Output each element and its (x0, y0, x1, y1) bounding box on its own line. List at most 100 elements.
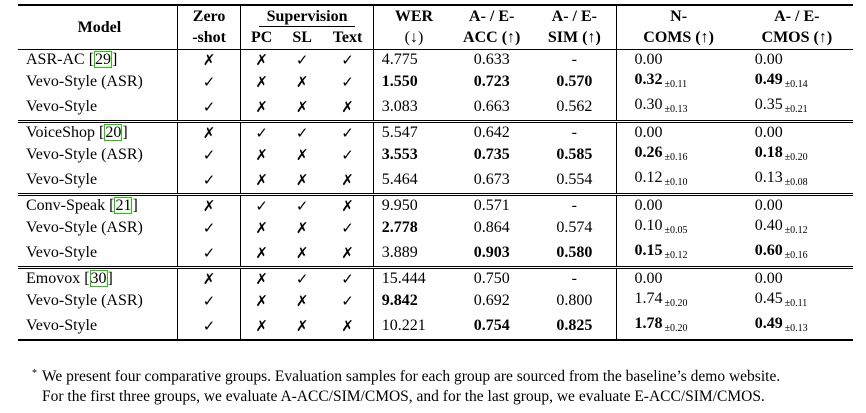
coms-cell-value: 0.26 (634, 143, 663, 161)
sl-cell: ✗ (282, 70, 322, 95)
zero-shot-cell: ✗ (176, 194, 241, 216)
zero-shot-cell: ✓ (176, 167, 241, 194)
wer-cell-value: 3.083 (381, 98, 418, 115)
cmos-cell-value: 0.35 (754, 95, 783, 113)
sim-cell-value: 0.825 (556, 317, 593, 334)
model-cell: Vevo-Style (18, 168, 177, 195)
cmos-cell: 0.60 ±0.16 (741, 241, 853, 268)
citation-link[interactable]: 20 (104, 123, 123, 141)
sim-cell-value: 0.800 (556, 292, 593, 309)
sl-cell: ✓ (282, 121, 322, 143)
table-row: VoiceShop [20] ✗ ✓ ✓ ✓ 5.547 0.642 - 0.00 0.00 (18, 121, 853, 143)
table-row: Vevo-Style ✓ ✗ ✗ ✗ 5.464 0.673 0.554 0.12 ±0.10 0.… (18, 167, 853, 195)
pc-cell-value: ✗ (255, 269, 268, 288)
acc-cell: 0.633 (450, 49, 533, 70)
std-dev: ±0.14 (784, 78, 808, 90)
pc-cell: ✗ (240, 313, 282, 341)
text-cell: ✗ (322, 194, 373, 216)
zero-shot-cell-value: ✗ (202, 50, 216, 69)
pc-cell: ✗ (240, 267, 282, 289)
table-row: Vevo-Style (ASR) ✓ ✗ ✗ ✓ 9.842 0.692 0.800 1.74 ±… (18, 288, 853, 314)
coms-cell: 0.26 ±0.16 (615, 142, 741, 168)
std-dev: ±0.08 (784, 176, 808, 188)
pc-cell: ✗ (240, 288, 282, 314)
model-cell-value: Vevo-Style (26, 317, 98, 334)
wer-cell-value: 4.775 (381, 50, 418, 68)
header-model: Model (77, 18, 122, 36)
sim-cell-value: - (571, 269, 577, 287)
std-dev: ±0.13 (664, 103, 688, 115)
model-cell: Vevo-Style (ASR) (18, 289, 177, 314)
sl-cell: ✗ (282, 143, 322, 168)
citation-link[interactable]: 29 (94, 50, 113, 68)
acc-cell-value: 0.633 (473, 50, 510, 68)
coms-cell: 0.00 (615, 121, 741, 143)
coms-cell-value: 0.00 (634, 123, 663, 141)
acc-cell-value: 0.673 (473, 171, 510, 188)
acc-cell-value: 0.663 (473, 98, 510, 115)
header-supervision: Supervision (240, 5, 374, 27)
std-dev: ±0.05 (664, 224, 688, 236)
sim-cell: 0.554 (533, 168, 616, 195)
sim-cell: 0.562 (533, 95, 616, 122)
header-zero-shot-2: -shot (176, 27, 241, 49)
pc-cell-value: ✓ (255, 123, 268, 142)
wer-cell: 15.444 (372, 267, 451, 289)
coms-cell-value: 0.30 (634, 95, 663, 113)
cmos-cell-value: 0.00 (754, 123, 783, 141)
wer-cell-value: 10.221 (381, 317, 426, 334)
zero-shot-cell-value: ✓ (202, 171, 216, 189)
cmos-cell: 0.40 ±0.12 (741, 216, 853, 241)
sim-cell: - (533, 49, 616, 70)
sim-cell: 0.570 (533, 70, 616, 95)
sl-cell: ✗ (282, 289, 322, 314)
coms-cell-value: 1.78 (634, 314, 663, 332)
cmos-cell: 0.00 (741, 121, 853, 143)
text-cell-value: ✗ (341, 98, 354, 116)
std-dev: ±0.20 (664, 297, 688, 309)
acc-cell-value: 0.723 (473, 73, 510, 90)
cmos-cell-value: 0.18 (754, 143, 783, 161)
std-dev: ±0.21 (784, 103, 808, 115)
wer-cell-value: 1.550 (381, 73, 418, 90)
citation-link[interactable]: 30 (89, 269, 108, 287)
model-cell: Vevo-Style (18, 95, 177, 122)
table-row: Vevo-Style (ASR) ✓ ✗ ✗ ✓ 2.778 0.864 0.574 0.10 ±… (18, 215, 853, 241)
model-cell-value: Vevo-Style (ASR) (26, 219, 143, 236)
zero-shot-cell: ✓ (176, 313, 241, 341)
sl-cell-value: ✓ (295, 123, 309, 142)
header-wer: WER (372, 5, 451, 27)
sl-cell: ✗ (282, 168, 322, 195)
citation-link[interactable]: 21 (114, 196, 133, 214)
zero-shot-cell-value: ✗ (202, 269, 216, 288)
results-table: Model Zero Supervision WER A- / E- A- / … (18, 4, 853, 341)
model-cell: VoiceShop [20] (26, 123, 128, 141)
pc-cell-value: ✗ (255, 146, 268, 164)
coms-cell-value: 1.74 (634, 289, 663, 307)
acc-cell-value: 0.864 (473, 219, 510, 236)
sim-cell-value: 0.580 (556, 244, 593, 261)
model-cell-value: Conv-Speak (26, 196, 110, 214)
zero-shot-cell: ✓ (176, 69, 241, 95)
sl-cell-value: ✓ (295, 196, 309, 215)
header-text: Text (332, 29, 363, 47)
zero-shot-cell: ✓ (176, 215, 241, 241)
acc-cell-value: 0.903 (473, 244, 510, 261)
coms-cell-value: 0.12 (634, 168, 663, 186)
std-dev: ±0.12 (784, 224, 808, 236)
text-cell: ✓ (322, 216, 373, 241)
wer-cell: 3.083 (372, 94, 451, 121)
std-dev: ±0.16 (784, 249, 808, 261)
cmos-cell-value: 0.60 (754, 241, 783, 259)
sl-cell-value: ✗ (295, 292, 309, 310)
zero-shot-cell-value: ✓ (202, 317, 216, 335)
pc-cell-value: ✗ (255, 98, 268, 116)
header-pc: PC (240, 27, 282, 49)
acc-cell-value: 0.735 (473, 146, 510, 163)
sl-cell: ✗ (281, 313, 323, 341)
table-row: Vevo-Style (ASR) ✓ ✗ ✗ ✓ 1.550 0.723 0.570 0.32 ±… (18, 69, 853, 95)
wer-cell: 10.221 (372, 313, 451, 341)
acc-cell-value: 0.692 (473, 292, 510, 309)
coms-cell: 0.00 (615, 267, 741, 289)
